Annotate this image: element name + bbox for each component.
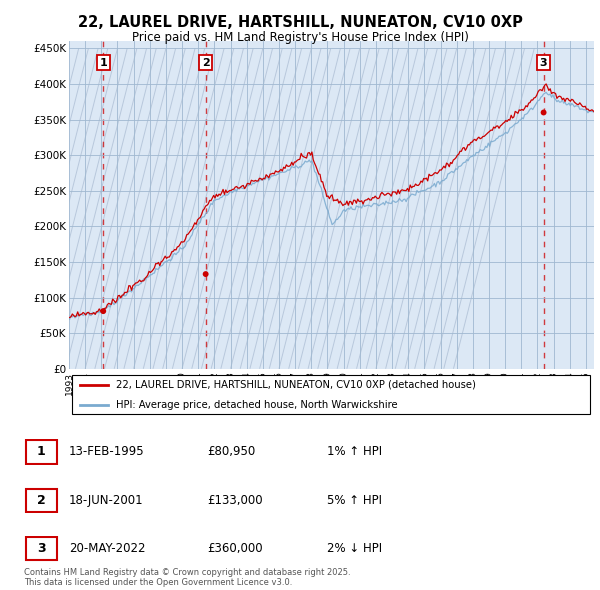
- Text: 2% ↓ HPI: 2% ↓ HPI: [327, 542, 382, 555]
- Text: 20-MAY-2022: 20-MAY-2022: [69, 542, 146, 555]
- Text: 2: 2: [202, 58, 209, 68]
- Text: HPI: Average price, detached house, North Warwickshire: HPI: Average price, detached house, Nort…: [116, 401, 398, 410]
- FancyBboxPatch shape: [26, 440, 57, 464]
- Text: 1: 1: [100, 58, 107, 68]
- Text: 3: 3: [37, 542, 46, 555]
- Text: 18-JUN-2001: 18-JUN-2001: [69, 494, 143, 507]
- Text: 5% ↑ HPI: 5% ↑ HPI: [327, 494, 382, 507]
- Text: 1: 1: [37, 445, 46, 458]
- Text: £80,950: £80,950: [207, 445, 255, 458]
- Point: [539, 108, 548, 117]
- Point: [98, 306, 108, 316]
- Text: 22, LAUREL DRIVE, HARTSHILL, NUNEATON, CV10 0XP (detached house): 22, LAUREL DRIVE, HARTSHILL, NUNEATON, C…: [116, 380, 476, 390]
- Text: £360,000: £360,000: [207, 542, 263, 555]
- Text: £133,000: £133,000: [207, 494, 263, 507]
- FancyBboxPatch shape: [26, 537, 57, 560]
- FancyBboxPatch shape: [71, 375, 590, 414]
- Text: 22, LAUREL DRIVE, HARTSHILL, NUNEATON, CV10 0XP: 22, LAUREL DRIVE, HARTSHILL, NUNEATON, C…: [77, 15, 523, 30]
- Text: Price paid vs. HM Land Registry's House Price Index (HPI): Price paid vs. HM Land Registry's House …: [131, 31, 469, 44]
- Text: Contains HM Land Registry data © Crown copyright and database right 2025.
This d: Contains HM Land Registry data © Crown c…: [24, 568, 350, 587]
- FancyBboxPatch shape: [26, 489, 57, 512]
- Text: 13-FEB-1995: 13-FEB-1995: [69, 445, 145, 458]
- Point: [201, 270, 211, 279]
- Text: 1% ↑ HPI: 1% ↑ HPI: [327, 445, 382, 458]
- Text: 3: 3: [540, 58, 547, 68]
- Text: 2: 2: [37, 494, 46, 507]
